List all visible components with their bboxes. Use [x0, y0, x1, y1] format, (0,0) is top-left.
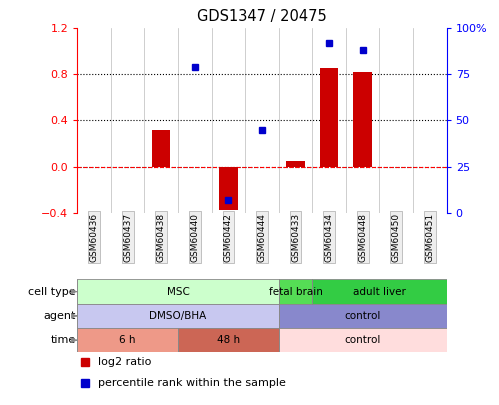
Title: GDS1347 / 20475: GDS1347 / 20475: [197, 9, 327, 24]
Text: MSC: MSC: [167, 287, 190, 296]
Bar: [77, 279, 279, 304]
Bar: [279, 328, 447, 352]
Text: 48 h: 48 h: [217, 335, 240, 345]
Text: time: time: [50, 335, 76, 345]
Text: GSM60433: GSM60433: [291, 213, 300, 262]
Text: fetal brain: fetal brain: [268, 287, 322, 296]
Bar: [286, 161, 305, 166]
Text: GSM60436: GSM60436: [90, 213, 99, 262]
Bar: [77, 328, 178, 352]
Text: percentile rank within the sample: percentile rank within the sample: [98, 378, 285, 388]
Text: GSM60448: GSM60448: [358, 213, 367, 262]
Bar: [320, 68, 338, 166]
Text: control: control: [344, 311, 381, 321]
Bar: [353, 72, 372, 166]
Bar: [152, 130, 171, 166]
Bar: [178, 328, 279, 352]
Bar: [77, 304, 279, 328]
Text: GSM60450: GSM60450: [392, 213, 401, 262]
Text: cell type: cell type: [28, 287, 76, 296]
Text: GSM60442: GSM60442: [224, 213, 233, 262]
Text: log2 ratio: log2 ratio: [98, 358, 151, 367]
Text: control: control: [344, 335, 381, 345]
Bar: [279, 279, 312, 304]
Text: adult liver: adult liver: [353, 287, 406, 296]
Text: agent: agent: [43, 311, 76, 321]
Text: DMSO/BHA: DMSO/BHA: [149, 311, 207, 321]
Text: GSM60440: GSM60440: [190, 213, 199, 262]
Text: GSM60434: GSM60434: [325, 213, 334, 262]
Text: 6 h: 6 h: [119, 335, 136, 345]
Bar: [279, 304, 447, 328]
Bar: [219, 166, 238, 210]
Text: GSM60438: GSM60438: [157, 213, 166, 262]
Text: GSM60437: GSM60437: [123, 213, 132, 262]
Text: GSM60444: GSM60444: [257, 213, 266, 262]
Bar: [312, 279, 447, 304]
Text: GSM60451: GSM60451: [425, 213, 434, 262]
